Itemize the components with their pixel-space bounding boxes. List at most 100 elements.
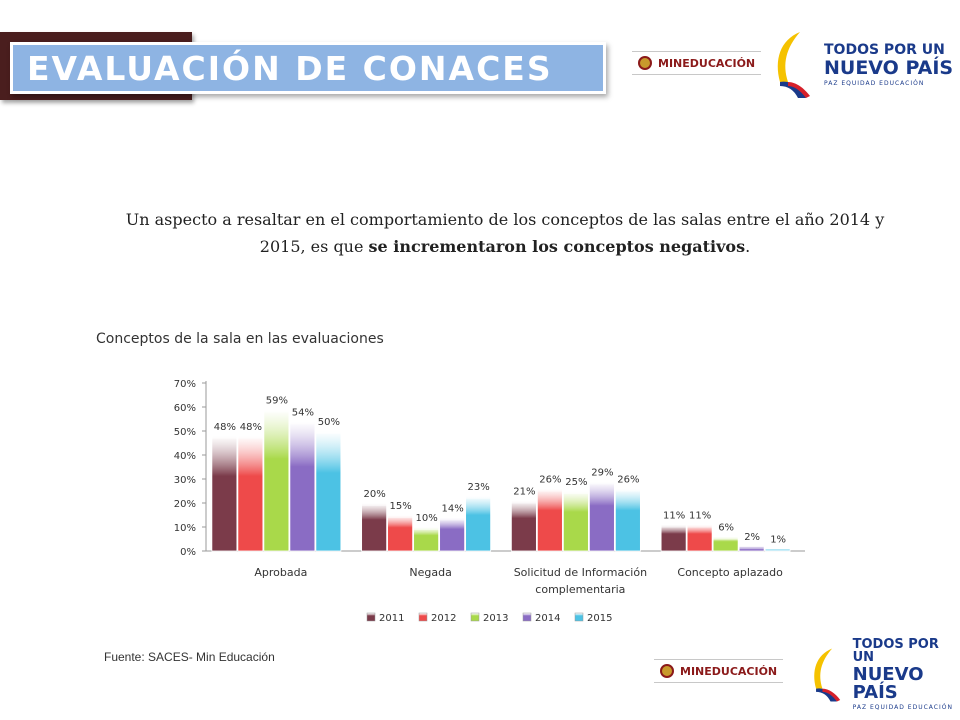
bar-cap: [615, 488, 641, 492]
bar-2012-2: [536, 488, 563, 552]
data-label: 20%: [364, 489, 386, 500]
y-tick-label: 10%: [174, 523, 196, 534]
bar-cap: [563, 491, 589, 494]
legend-label-2011: 2011: [379, 613, 404, 624]
data-label: 11%: [689, 511, 711, 522]
bar-cap: [687, 524, 713, 528]
data-label: 15%: [390, 501, 412, 512]
logo-line2: NUEVO PAÍS: [824, 57, 954, 79]
bar-cap: [315, 431, 341, 434]
data-label: 29%: [591, 467, 613, 478]
legend-swatch-2014: [522, 612, 532, 622]
bar-2011-2: [510, 500, 537, 552]
title-banner: EVALUACIÓN DE CONACES: [10, 42, 606, 94]
data-label: 14%: [442, 503, 464, 514]
data-label: 11%: [663, 511, 685, 522]
bar-2014-2: [588, 480, 615, 552]
y-tick-label: 40%: [174, 451, 196, 462]
data-label: 50%: [318, 417, 340, 428]
intro-emphasis: se incrementaron los conceptos negativos: [368, 237, 746, 256]
x-tick-label: Aprobada: [254, 566, 307, 579]
legend-swatch-2011: [366, 612, 376, 622]
logo-line3: PAZ EQUIDAD EDUCACIÓN: [824, 80, 925, 87]
bar-2013-0: [263, 408, 290, 552]
legend-swatch-2015: [574, 612, 584, 622]
data-label: 48%: [214, 422, 236, 433]
logo-line1: TODOS POR UN: [824, 42, 945, 58]
legend-swatch-2012: [418, 612, 428, 622]
mineducacion-logo-text: MINEDUCACIÓN: [680, 664, 778, 678]
bar-cap: [387, 515, 413, 518]
bar-2012-3: [686, 524, 713, 552]
bar-cap: [661, 524, 687, 528]
bar-2014-1: [439, 517, 466, 552]
bar-2012-1: [387, 514, 414, 552]
x-tick-label: complementaria: [535, 583, 625, 596]
data-label: 59%: [266, 395, 288, 406]
bar-2011-1: [361, 502, 388, 552]
bar-2013-2: [562, 490, 589, 552]
data-label: 26%: [539, 475, 561, 486]
legend-swatch-2013: [470, 612, 480, 622]
data-label: 26%: [617, 475, 639, 486]
bar-2014-0: [289, 420, 316, 552]
todos-por-un-nuevo-pais-logo-bottom: TODOS POR UN NUEVO PAÍS PAZ EQUIDAD EDUC…: [808, 638, 960, 711]
source-note: Fuente: SACES- Min Educación: [104, 650, 275, 664]
bar-2015-1: [465, 495, 492, 552]
bar-cap: [465, 495, 491, 499]
data-label: 2%: [744, 532, 760, 543]
bar-2015-0: [315, 430, 342, 552]
colombia-seal-icon: [660, 664, 674, 678]
y-tick-label: 30%: [174, 475, 196, 486]
bar-cap: [439, 517, 465, 521]
bar-cap: [263, 409, 289, 413]
bar-cap: [713, 536, 739, 540]
colombia-seal-icon: [638, 56, 652, 70]
data-label: 23%: [468, 482, 490, 493]
y-tick-label: 50%: [174, 427, 196, 438]
intro-paragraph: Un aspecto a resaltar en el comportamien…: [110, 206, 900, 260]
x-tick-label: Negada: [409, 566, 451, 579]
y-tick-label: 70%: [174, 379, 196, 390]
logo-line2: NUEVO PAÍS: [852, 664, 924, 703]
logo-line3: PAZ EQUIDAD EDUCACIÓN: [852, 704, 953, 711]
logo-line1: TODOS POR UN: [852, 637, 939, 665]
x-tick-label: Concepto aplazado: [677, 566, 783, 579]
nuevo-pais-swoosh-icon: [777, 32, 810, 98]
mineducacion-logo-top: MINEDUCACIÓN: [632, 51, 762, 75]
todos-por-un-nuevo-pais-logo-top: TODOS POR UN NUEVO PAÍS PAZ EQUIDAD EDUC…: [770, 30, 953, 100]
bar-2013-1: [413, 526, 440, 552]
bar-cap: [511, 500, 537, 504]
y-tick-label: 60%: [174, 403, 196, 414]
bar-2011-0: [211, 435, 238, 552]
data-label: 25%: [565, 477, 587, 488]
legend-label-2015: 2015: [587, 613, 612, 624]
data-label: 48%: [240, 422, 262, 433]
bar-cap: [537, 488, 563, 492]
legend-label-2014: 2014: [535, 613, 560, 624]
bar-cap: [589, 481, 615, 485]
bar-2015-2: [614, 488, 641, 552]
legend-label-2013: 2013: [483, 613, 508, 624]
bar-cap: [413, 527, 439, 530]
bar-cap: [211, 435, 237, 439]
chart-heading: Conceptos de la sala en las evaluaciones: [96, 331, 384, 347]
data-label: 10%: [416, 513, 438, 524]
bar-2012-0: [237, 435, 264, 552]
data-label: 21%: [513, 487, 535, 498]
y-tick-label: 0%: [180, 547, 196, 558]
mineducacion-logo-bottom: MINEDUCACIÓN: [654, 659, 784, 683]
bar-cap: [739, 546, 765, 550]
x-tick-label: Solicitud de Información: [514, 566, 647, 579]
mineducacion-logo-text: MINEDUCACIÓN: [658, 56, 756, 70]
bar-cap: [765, 548, 791, 552]
data-label: 6%: [718, 523, 734, 534]
intro-period: .: [745, 237, 751, 256]
bar-cap: [289, 421, 315, 425]
bar-cap: [361, 503, 387, 506]
data-label: 54%: [292, 407, 314, 418]
bar-cap: [237, 435, 263, 439]
bar-2011-3: [660, 524, 687, 552]
nuevo-pais-swoosh-icon: [814, 647, 841, 702]
